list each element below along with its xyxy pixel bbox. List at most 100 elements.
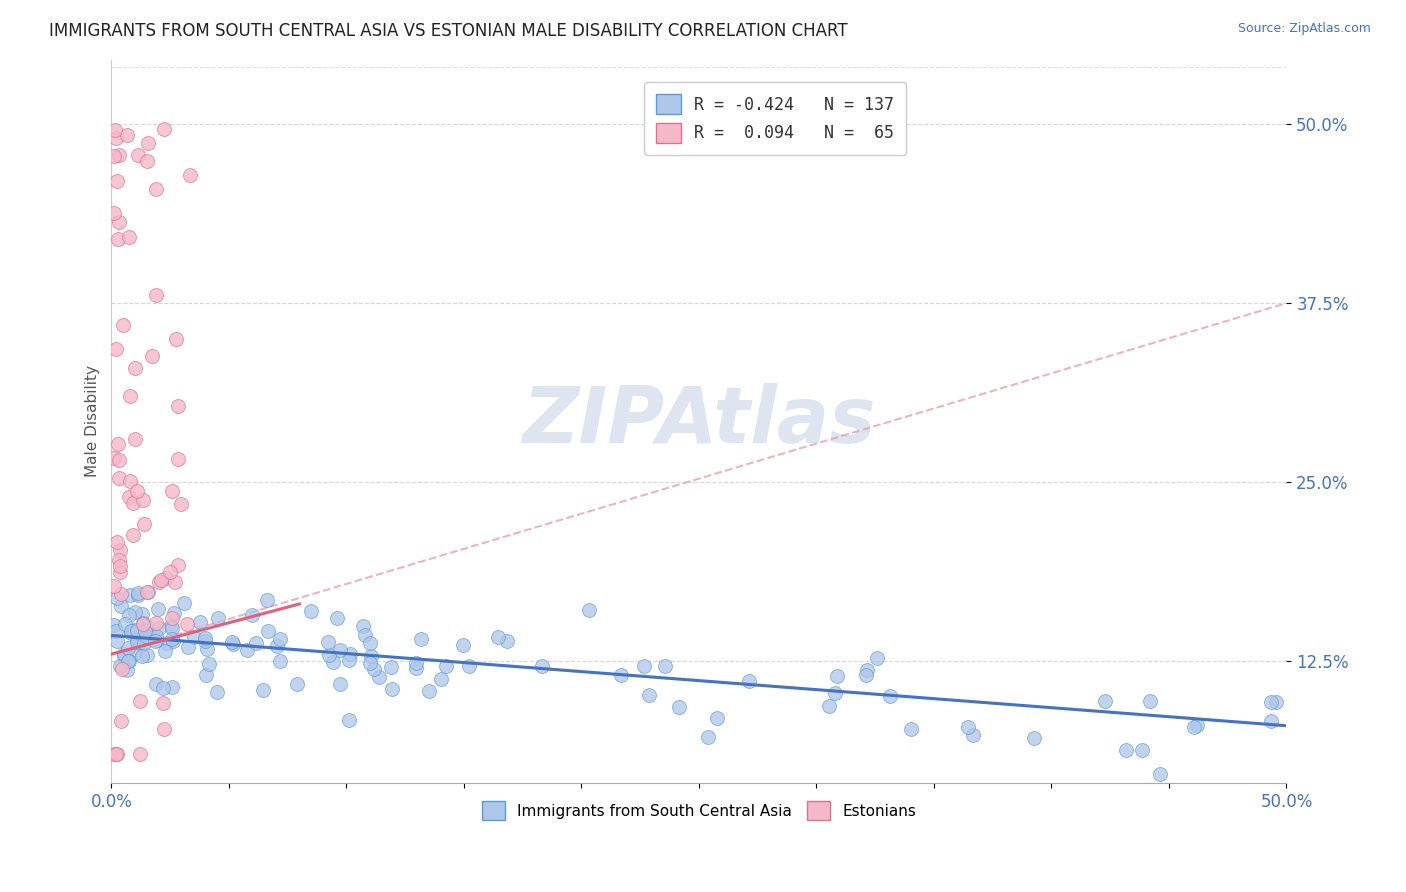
Point bbox=[266, 639, 288, 653]
Point bbox=[697, 730, 720, 744]
Point bbox=[194, 634, 217, 648]
Point bbox=[103, 617, 125, 632]
Point bbox=[1022, 731, 1045, 746]
Point bbox=[1260, 694, 1282, 708]
Point bbox=[103, 149, 125, 163]
Point bbox=[118, 654, 141, 668]
Point bbox=[120, 624, 142, 639]
Point bbox=[337, 713, 360, 727]
Point bbox=[363, 662, 385, 676]
Point bbox=[496, 633, 519, 648]
Point bbox=[127, 624, 149, 638]
Point bbox=[173, 596, 195, 610]
Point bbox=[866, 650, 889, 665]
Point bbox=[108, 471, 131, 485]
Point bbox=[104, 342, 127, 356]
Point bbox=[359, 656, 381, 670]
Point bbox=[118, 607, 141, 622]
Point bbox=[145, 182, 167, 196]
Point bbox=[183, 630, 205, 644]
Point bbox=[110, 658, 132, 673]
Point bbox=[176, 640, 198, 655]
Y-axis label: Male Disability: Male Disability bbox=[86, 366, 100, 477]
Point bbox=[110, 599, 132, 613]
Point bbox=[138, 626, 160, 640]
Point bbox=[205, 685, 228, 699]
Point bbox=[245, 636, 267, 650]
Point bbox=[148, 574, 170, 589]
Point bbox=[117, 663, 139, 677]
Point bbox=[160, 680, 183, 694]
Point bbox=[339, 647, 361, 661]
Point bbox=[252, 682, 274, 697]
Point bbox=[654, 659, 676, 673]
Text: IMMIGRANTS FROM SOUTH CENTRAL ASIA VS ESTONIAN MALE DISABILITY CORRELATION CHART: IMMIGRANTS FROM SOUTH CENTRAL ASIA VS ES… bbox=[49, 22, 848, 40]
Point bbox=[128, 694, 150, 708]
Point bbox=[256, 593, 278, 607]
Point bbox=[167, 452, 190, 467]
Point bbox=[855, 667, 877, 681]
Point bbox=[434, 658, 457, 673]
Legend: Immigrants from South Central Asia, Estonians: Immigrants from South Central Asia, Esto… bbox=[475, 795, 922, 826]
Point bbox=[114, 616, 136, 631]
Point bbox=[368, 670, 391, 684]
Point bbox=[195, 668, 218, 682]
Point bbox=[458, 658, 481, 673]
Point bbox=[451, 638, 474, 652]
Point bbox=[120, 474, 142, 488]
Point bbox=[136, 136, 159, 150]
Text: ZIPAtlas: ZIPAtlas bbox=[522, 384, 876, 459]
Point bbox=[176, 616, 198, 631]
Point bbox=[124, 605, 146, 619]
Point bbox=[160, 632, 183, 646]
Point bbox=[150, 573, 173, 587]
Point bbox=[1187, 717, 1209, 731]
Point bbox=[134, 636, 156, 650]
Point bbox=[163, 607, 186, 621]
Point bbox=[108, 215, 131, 229]
Point bbox=[329, 676, 352, 690]
Point bbox=[957, 720, 980, 734]
Point bbox=[337, 653, 360, 667]
Point bbox=[121, 496, 143, 510]
Point bbox=[125, 623, 148, 637]
Point bbox=[160, 621, 183, 635]
Point bbox=[207, 611, 229, 625]
Point bbox=[165, 574, 187, 589]
Point bbox=[221, 634, 243, 648]
Point bbox=[145, 615, 167, 630]
Point bbox=[418, 683, 440, 698]
Point bbox=[117, 640, 139, 655]
Point bbox=[855, 664, 877, 678]
Point bbox=[120, 389, 142, 403]
Point bbox=[131, 648, 153, 663]
Point bbox=[103, 206, 125, 220]
Point bbox=[668, 700, 690, 714]
Point bbox=[148, 602, 170, 616]
Point bbox=[145, 676, 167, 690]
Point bbox=[486, 630, 509, 644]
Point bbox=[112, 647, 135, 661]
Point bbox=[135, 153, 157, 168]
Point bbox=[107, 634, 129, 648]
Point bbox=[117, 654, 139, 668]
Point bbox=[962, 728, 984, 742]
Point bbox=[127, 635, 149, 649]
Point bbox=[127, 484, 149, 499]
Point bbox=[610, 668, 633, 682]
Point bbox=[105, 591, 128, 605]
Point bbox=[316, 635, 339, 649]
Point bbox=[269, 632, 291, 647]
Point bbox=[578, 603, 600, 617]
Point bbox=[322, 655, 344, 669]
Point bbox=[824, 686, 846, 700]
Point bbox=[131, 607, 153, 621]
Point bbox=[633, 659, 655, 673]
Point bbox=[115, 128, 138, 142]
Point bbox=[360, 649, 382, 664]
Point bbox=[143, 633, 166, 648]
Point bbox=[105, 131, 128, 145]
Point bbox=[1139, 693, 1161, 707]
Point bbox=[162, 634, 184, 648]
Point bbox=[825, 669, 848, 683]
